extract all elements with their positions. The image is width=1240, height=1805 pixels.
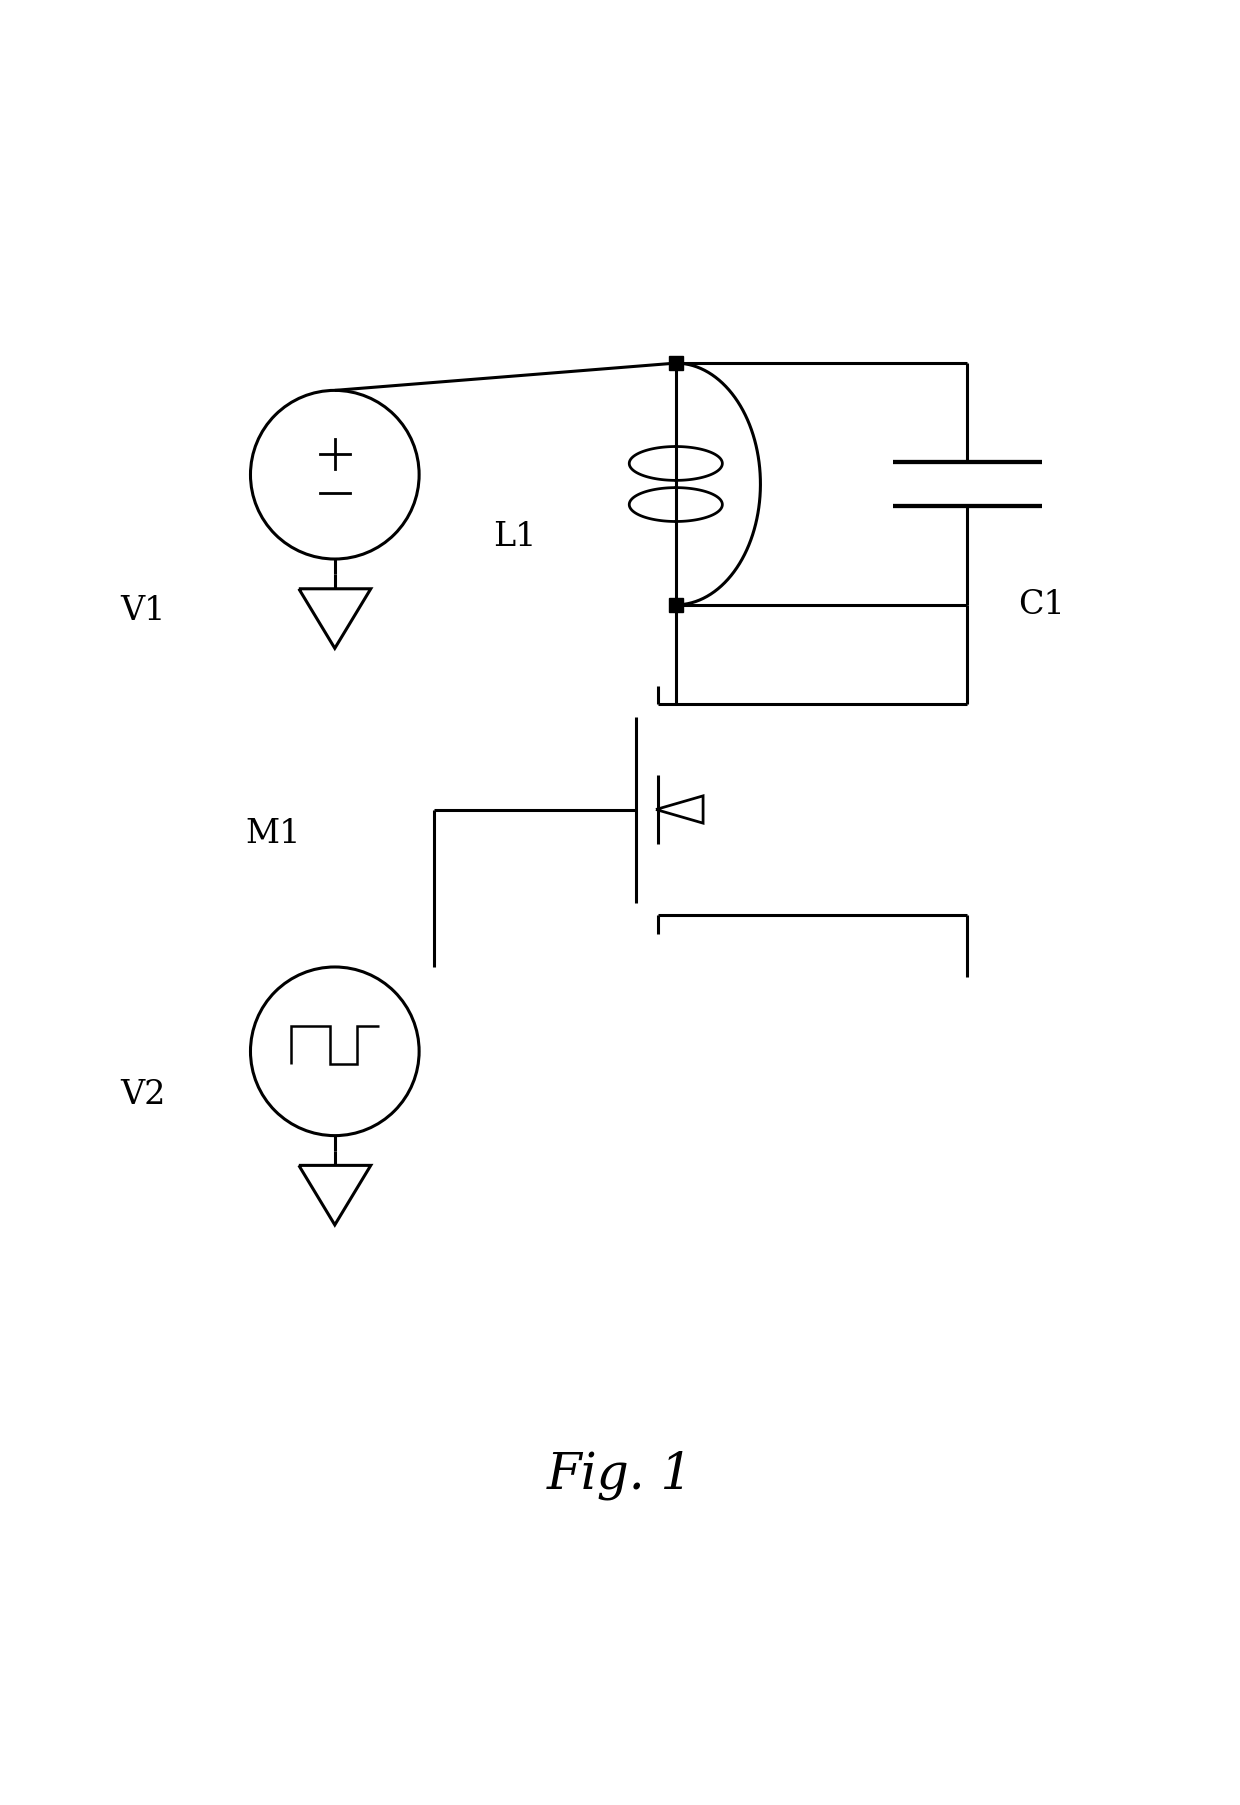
Polygon shape — [656, 796, 703, 823]
Text: C1: C1 — [1018, 588, 1065, 621]
Text: V1: V1 — [120, 596, 165, 626]
Text: Fig. 1: Fig. 1 — [547, 1451, 693, 1500]
Text: V2: V2 — [120, 1079, 165, 1110]
Text: L1: L1 — [494, 520, 536, 552]
Text: M1: M1 — [246, 818, 300, 850]
